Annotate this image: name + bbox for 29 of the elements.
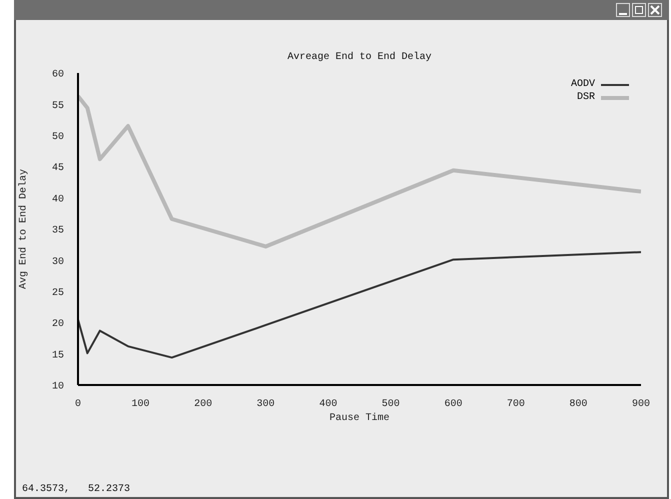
y-tick-label: 20 — [52, 319, 64, 330]
legend-label: DSR — [576, 92, 595, 103]
chart-title: Avreage End to End Delay — [286, 52, 433, 63]
x-tick-label: 0 — [74, 399, 82, 410]
y-tick-label: 10 — [52, 382, 64, 393]
y-tick-label: 45 — [52, 163, 64, 174]
x-tick-label: 400 — [319, 399, 338, 410]
y-tick-label: 40 — [52, 194, 64, 206]
x-tick-label: 300 — [256, 399, 275, 410]
x-tick-label: 100 — [132, 399, 150, 410]
x-tick-label: 200 — [194, 399, 212, 410]
y-tick-label: 25 — [52, 288, 64, 299]
line-series — [78, 94, 641, 248]
y-tick-label: 35 — [52, 226, 64, 237]
legend-label: AODV — [570, 79, 595, 90]
x-tick-label: 800 — [569, 399, 588, 410]
y-tick-label: 60 — [52, 70, 64, 81]
x-tick-label: 900 — [632, 399, 650, 410]
y-tick-label: 55 — [52, 100, 64, 112]
x-tick-label: 500 — [382, 399, 400, 410]
x-axis-title: Pause Time — [329, 412, 390, 424]
y-axis-title: Avg End to End Delay — [18, 168, 30, 290]
x-tick-label: 700 — [506, 399, 525, 410]
y-tick-label: 50 — [52, 132, 64, 143]
y-tick-label: 15 — [52, 350, 64, 362]
text: 64.3573, 52.2373 — [22, 484, 130, 495]
x-tick-label: 600 — [444, 399, 462, 410]
line-series — [78, 251, 641, 359]
y-tick-label: 30 — [52, 256, 64, 268]
